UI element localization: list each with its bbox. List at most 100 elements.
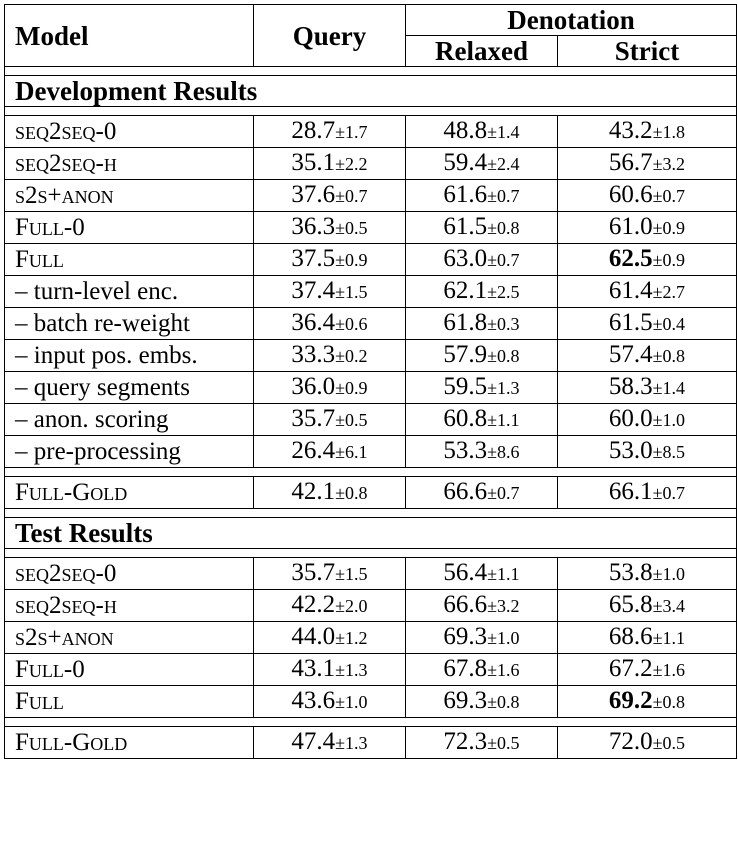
strict-value: 57.4 [608,341,653,368]
strict-value: 65.8 [608,591,653,618]
model-name: – query segments [15,373,190,401]
relaxed-stddev: ±0.8 [487,346,520,366]
cell-model: s2s+anon [4,179,254,212]
cell-query: 42.2±2.0 [253,589,406,622]
cell-model: seq2seq-0 [4,115,254,148]
relaxed-stddev: ±1.1 [487,410,520,430]
model-name: Full [15,245,64,273]
relaxed-value: 69.3 [443,623,488,650]
relaxed-stddev: ±1.0 [487,628,520,648]
cell-relaxed: 62.1±2.5 [405,275,558,308]
query-stddev: ±0.2 [335,346,368,366]
cell-relaxed: 53.3±8.6 [405,435,558,468]
relaxed-value: 61.5 [443,213,488,240]
table-row: seq2seq-h 42.2±2.0 66.6±3.2 65.8±3.4 [4,589,737,622]
header-query: Query [253,4,406,67]
relaxed-stddev: ±1.4 [487,122,520,142]
query-stddev: ±1.5 [335,564,368,584]
relaxed-stddev: ±0.7 [487,186,520,206]
strict-value: 53.8 [608,559,653,586]
cell-model: Full-Gold [4,476,254,509]
model-name: – turn-level enc. [15,277,179,305]
cell-strict: 58.3±1.4 [557,371,737,404]
relaxed-value: 59.4 [443,149,488,176]
section-title: Test Results [4,517,737,549]
cell-model: – batch re-weight [4,307,254,340]
relaxed-value: 60.8 [443,405,488,432]
strict-stddev: ±3.4 [652,596,686,616]
query-value: 36.0 [291,373,336,400]
strict-stddev: ±1.6 [652,660,686,680]
strict-stddev: ±0.8 [652,692,686,712]
model-name: Full-Gold [15,728,128,756]
cell-model: – query segments [4,371,254,404]
relaxed-value: 63.0 [443,245,488,272]
table-row: Full 37.5±0.9 63.0±0.7 62.5±0.9 [4,243,737,276]
cell-relaxed: 61.8±0.3 [405,307,558,340]
gap-cell [4,717,737,727]
strict-value: 67.2 [608,655,653,682]
query-stddev: ±6.1 [335,442,368,462]
strict-stddev: ±1.4 [652,378,686,398]
relaxed-value: 61.8 [443,309,488,336]
cell-query: 37.6±0.7 [253,179,406,212]
strict-stddev: ±1.0 [652,564,686,584]
query-stddev: ±0.9 [335,378,368,398]
cell-model: Full-0 [4,653,254,686]
query-value: 44.0 [291,623,336,650]
table-row: Full 43.6±1.0 69.3±0.8 69.2±0.8 [4,685,737,718]
cell-strict: 62.5±0.9 [557,243,737,276]
relaxed-value: 66.6 [443,591,488,618]
section-gap [4,66,737,76]
cell-strict: 66.1±0.7 [557,476,737,509]
strict-stddev: ±0.9 [652,250,686,270]
header-strict: Strict [557,35,737,67]
query-stddev: ±1.5 [335,282,368,302]
cell-relaxed: 56.4±1.1 [405,557,558,590]
cell-relaxed: 60.8±1.1 [405,403,558,436]
cell-strict: 67.2±1.6 [557,653,737,686]
strict-value: 60.6 [608,181,653,208]
query-stddev: ±2.0 [335,596,368,616]
relaxed-value: 72.3 [443,728,488,755]
strict-value: 43.2 [608,117,653,144]
strict-value: 66.1 [608,478,653,505]
section-gap [4,106,737,116]
model-name: seq2seq-h [15,149,117,177]
strict-stddev: ±1.0 [652,410,686,430]
cell-model: – input pos. embs. [4,339,254,372]
relaxed-value: 67.8 [443,655,488,682]
query-value: 35.7 [291,559,336,586]
strict-stddev: ±0.8 [652,346,686,366]
cell-relaxed: 69.3±0.8 [405,685,558,718]
relaxed-value: 66.6 [443,478,488,505]
strict-stddev: ±1.8 [652,122,686,142]
query-stddev: ±1.3 [335,733,368,753]
strict-value: 53.0 [608,437,653,464]
cell-model: s2s+anon [4,621,254,654]
strict-value: 61.4 [608,277,653,304]
gap-cell [4,467,737,477]
cell-relaxed: 66.6±0.7 [405,476,558,509]
relaxed-stddev: ±1.3 [487,378,520,398]
strict-stddev: ±0.4 [652,314,686,334]
cell-model: – pre-processing [4,435,254,468]
query-value: 35.1 [291,149,336,176]
cell-relaxed: 72.3±0.5 [405,726,558,759]
query-value: 36.3 [291,213,336,240]
relaxed-value: 61.6 [443,181,488,208]
strict-stddev: ±1.1 [652,628,686,648]
table-row: – turn-level enc. 37.4±1.5 62.1±2.5 61.4±2.… [4,275,737,308]
model-name: s2s+anon [15,623,114,651]
section-header: Development Results [4,75,737,107]
table-header: Model Query Denotation Relaxed Strict [4,4,737,67]
query-stddev: ±1.7 [335,122,368,142]
query-value: 37.5 [291,245,336,272]
cell-strict: 43.2±1.8 [557,115,737,148]
relaxed-value: 48.8 [443,117,488,144]
model-name: seq2seq-0 [15,117,117,145]
section-header: Test Results [4,517,737,549]
query-stddev: ±0.9 [335,250,368,270]
relaxed-stddev: ±0.5 [487,733,520,753]
cell-query: 43.1±1.3 [253,653,406,686]
